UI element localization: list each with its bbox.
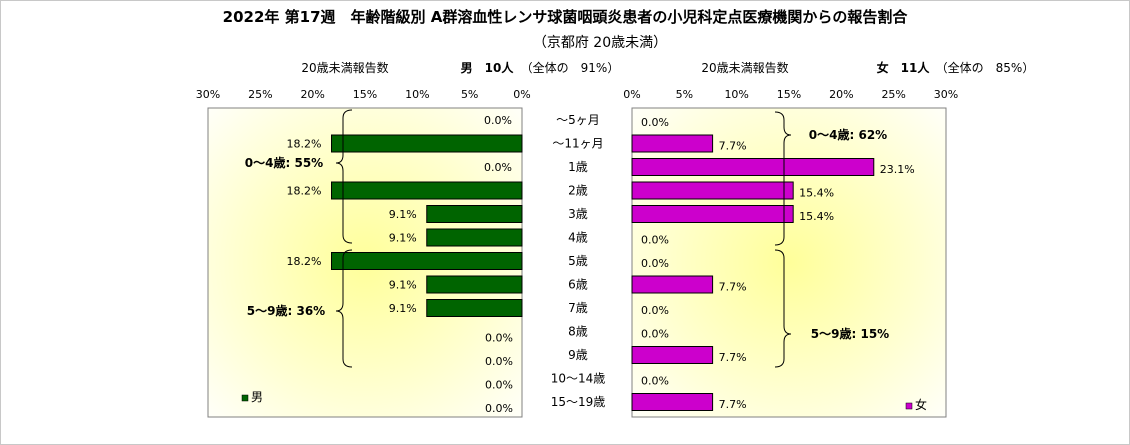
male-bars: [331, 134, 523, 317]
male-value-label: 9.1%: [389, 208, 417, 221]
female-x-tick-label: 20%: [829, 88, 853, 101]
male-value-labels: 0.0% 18.2% 0.0% 18.2% 9.1% 9.1% 18.2% 9.1% 9.1% 0…: [287, 114, 513, 415]
male-group-label-0-4: 0～4歳: 55%: [245, 155, 323, 170]
female-value-label: 23.1%: [880, 163, 915, 176]
category-label: 9歳: [568, 348, 588, 362]
male-x-tick-label: 15%: [353, 88, 377, 101]
male-bar: [426, 228, 523, 247]
male-value-label: 0.0%: [485, 402, 513, 415]
category-label: 7歳: [568, 301, 588, 315]
female-x-tick-label: 30%: [934, 88, 958, 101]
female-bar: [631, 275, 714, 294]
category-label: ～11ヶ月: [552, 137, 603, 151]
female-brace-0-4: [774, 111, 792, 246]
category-label: 3歳: [568, 207, 588, 221]
female-value-label: 7.7%: [719, 398, 747, 411]
category-label: 4歳: [568, 231, 588, 245]
male-value-label: 0.0%: [484, 161, 512, 174]
male-bar: [426, 299, 523, 317]
male-value-label: 9.1%: [389, 279, 417, 292]
male-legend-swatch: [241, 394, 249, 402]
male-bar: [331, 252, 523, 270]
male-x-tick-label: 30%: [196, 88, 220, 101]
male-value-label: 0.0%: [484, 114, 512, 127]
male-brace-5-9: [335, 249, 353, 368]
male-value-label: 0.0%: [485, 355, 513, 368]
female-x-tick-label: 10%: [724, 88, 748, 101]
category-label: 1歳: [568, 160, 588, 174]
female-value-label: 7.7%: [719, 140, 747, 153]
female-bar: [631, 158, 875, 176]
female-value-label: 0.0%: [641, 375, 669, 388]
female-bar: [631, 134, 714, 153]
female-value-label: 0.0%: [641, 328, 669, 341]
female-value-label: 7.7%: [719, 281, 747, 294]
female-value-labels: 0.0% 7.7% 23.1% 15.4% 15.4% 0.0% 0.0% 7.7% 0.0% 0…: [641, 116, 915, 411]
male-value-label: 0.0%: [485, 379, 513, 392]
female-x-tick-label: 25%: [881, 88, 905, 101]
male-header-label: 20歳未満報告数: [301, 60, 388, 75]
male-bar: [331, 181, 523, 200]
category-label: 5歳: [568, 254, 588, 268]
category-labels: ～5ヶ月 ～11ヶ月 1歳 2歳 3歳 4歳 5歳 6歳 7歳 8歳 9歳 10～14歳 15～19歳: [551, 113, 606, 409]
female-value-label: 0.0%: [641, 304, 669, 317]
male-bar: [426, 275, 523, 294]
male-header-value: 男 10人: [461, 60, 515, 75]
female-group-label-5-9: 5～9歳: 15%: [811, 326, 889, 341]
female-bar: [631, 346, 714, 364]
female-bar: [631, 205, 794, 223]
male-brace-0-4: [335, 109, 353, 244]
female-legend-label: 女: [915, 397, 927, 412]
female-x-tick-label: 15%: [777, 88, 801, 101]
category-label: 6歳: [568, 278, 588, 292]
male-axis-ticks: 0% 5% 10% 15% 20% 25% 30%: [196, 88, 531, 101]
female-group-label-0-4: 0～4歳: 62%: [809, 127, 887, 142]
female-axis-ticks: 0% 5% 10% 15% 20% 25% 30%: [623, 88, 958, 101]
male-x-tick-label: 0%: [513, 88, 530, 101]
female-bar: [631, 181, 794, 200]
female-value-label: 15.4%: [799, 210, 834, 223]
category-label: 2歳: [568, 184, 588, 198]
category-label: 8歳: [568, 325, 588, 339]
female-value-label: 0.0%: [641, 234, 669, 247]
female-legend-swatch: [905, 402, 913, 410]
female-value-label: 0.0%: [641, 257, 669, 270]
female-x-tick-label: 0%: [623, 88, 640, 101]
male-value-label: 18.2%: [287, 255, 322, 268]
female-x-tick-label: 5%: [676, 88, 693, 101]
female-bar: [631, 393, 714, 411]
male-bar: [426, 205, 523, 223]
chart-subtitle: （京都府 20歳未満）: [533, 35, 667, 51]
female-value-label: 15.4%: [799, 187, 834, 200]
female-bars: [631, 134, 875, 411]
male-value-label: 18.2%: [287, 185, 322, 198]
male-value-label: 9.1%: [389, 302, 417, 315]
male-bar: [331, 134, 523, 153]
female-plot-area: [631, 107, 947, 418]
male-value-label: 0.0%: [485, 332, 513, 345]
male-x-tick-label: 5%: [461, 88, 478, 101]
female-header-value: 女 11人: [877, 60, 931, 75]
male-header-share: （全体の 91%）: [521, 60, 620, 75]
female-brace-5-9: [774, 249, 792, 368]
category-label: 10～14歳: [551, 372, 606, 386]
male-x-tick-label: 10%: [405, 88, 429, 101]
male-x-tick-label: 25%: [248, 88, 272, 101]
male-x-tick-label: 20%: [300, 88, 324, 101]
category-label: ～5ヶ月: [556, 113, 600, 127]
male-group-label-5-9: 5～9歳: 36%: [247, 303, 325, 318]
category-label: 15～19歳: [551, 395, 606, 409]
chart-title: 2022年 第17週 年齢階級別 A群溶血性レンサ球菌咽頭炎患者の小児科定点医療…: [223, 8, 909, 26]
female-value-label: 0.0%: [641, 116, 669, 129]
male-value-label: 18.2%: [287, 138, 322, 151]
female-value-label: 7.7%: [719, 351, 747, 364]
female-header-label: 20歳未満報告数: [701, 60, 788, 75]
female-header-share: （全体の 85%）: [936, 60, 1035, 75]
male-legend-label: 男: [251, 390, 263, 404]
male-value-label: 9.1%: [389, 232, 417, 245]
